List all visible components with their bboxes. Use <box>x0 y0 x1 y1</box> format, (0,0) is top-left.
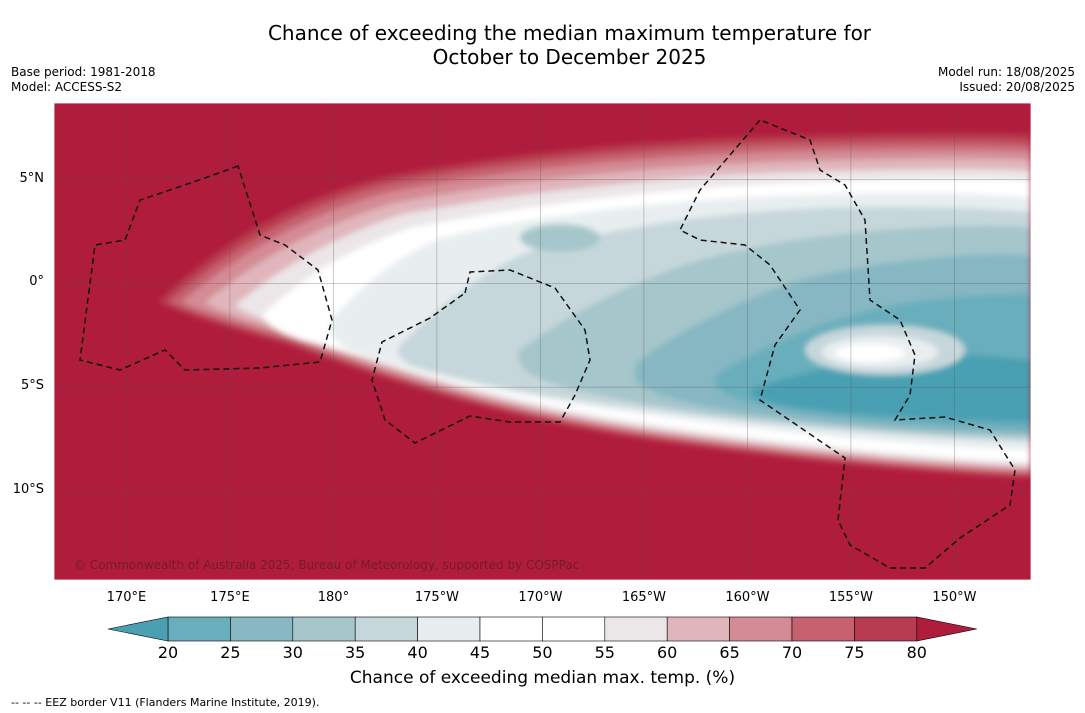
base-period: Base period: 1981-2018 <box>11 65 156 79</box>
warm-anomaly-center <box>835 344 905 362</box>
longitude-label: 160°W <box>725 590 770 605</box>
map-area <box>54 103 1031 580</box>
colorbar-tick-label: 20 <box>157 643 179 662</box>
eez-border-east <box>678 119 1016 569</box>
colorbar-tick-label: 40 <box>407 643 428 662</box>
longitude-label: 170°E <box>106 590 147 605</box>
latitude-label: 10°S <box>12 481 44 497</box>
colorbar-segment <box>666 616 730 642</box>
model-name: Model: ACCESS-S2 <box>11 80 123 94</box>
colorbar-tick-label: 25 <box>220 643 241 662</box>
colorbar-tick-label: 45 <box>469 643 491 662</box>
longitude-label: 150°W <box>932 590 977 605</box>
eez-border-west <box>79 165 333 371</box>
colorbar-segment <box>604 616 668 642</box>
longitude-label: 170°W <box>518 590 563 605</box>
longitude-label: 175°E <box>210 590 250 605</box>
colorbar-tick-label: 30 <box>282 643 303 662</box>
copyright-notice: © Commonwealth of Australia 2025, Bureau… <box>74 558 580 572</box>
eez-borders <box>79 119 1016 569</box>
colorbar-tick-label: 70 <box>781 643 803 662</box>
colorbar-segment <box>479 616 543 642</box>
title-line-1: Chance of exceeding the median maximum t… <box>267 21 872 45</box>
colorbar-segment <box>292 616 356 642</box>
graticule <box>54 103 1031 580</box>
issued-date: Issued: 20/08/2025 <box>959 80 1075 94</box>
colorbar-over-arrow <box>916 616 977 642</box>
colorbar-tick-label: 55 <box>594 643 615 662</box>
chart-title: Chance of exceeding the median maximum t… <box>0 21 1085 69</box>
colorbar-tick-label: 50 <box>532 643 553 662</box>
longitude-label: 155°W <box>828 590 873 605</box>
colorbar-segment <box>729 616 793 642</box>
colorbar-segment <box>230 616 294 642</box>
colorbar-segment <box>167 616 231 642</box>
longitude-label: 180° <box>317 590 350 605</box>
eez-legend-note: -- -- -- EEZ border V11 (Flanders Marine… <box>11 696 320 709</box>
colorbar-segment <box>791 616 855 642</box>
cool-patch-central <box>520 224 600 252</box>
colorbar-segment <box>854 616 918 642</box>
model-run: Model run: 18/08/2025 <box>937 65 1075 79</box>
colorbar-segment <box>542 616 606 642</box>
latitude-label: 5°S <box>20 378 44 394</box>
colorbar-tick-label: 65 <box>719 643 740 662</box>
latitude-label: 0° <box>29 274 44 290</box>
probability-field <box>158 133 1031 479</box>
colorbar-label: Chance of exceeding median max. temp. (%… <box>349 668 736 688</box>
colorbar-tick-label: 80 <box>906 643 927 662</box>
colorbar-under-arrow <box>107 616 169 642</box>
longitude-label: 165°W <box>621 590 666 605</box>
longitude-label: 175°W <box>414 590 459 605</box>
colorbar <box>107 616 977 642</box>
map-frame <box>53 102 1032 581</box>
latitude-label: 5°N <box>19 170 45 186</box>
contour-under-20 <box>750 354 1031 422</box>
colorbar-tick-label: 75 <box>844 643 865 662</box>
title-line-2: October to December 2025 <box>432 45 707 69</box>
eez-border-central <box>371 269 591 444</box>
meta-right: Model run: 18/08/2025 Issued: 20/08/2025 <box>938 65 1075 95</box>
colorbar-segment <box>354 616 418 642</box>
colorbar-tick-label: 60 <box>657 643 678 662</box>
colorbar-segment <box>417 616 481 642</box>
colorbar-tick-label: 35 <box>345 643 366 662</box>
meta-left: Base period: 1981-2018 Model: ACCESS-S2 <box>11 65 156 95</box>
